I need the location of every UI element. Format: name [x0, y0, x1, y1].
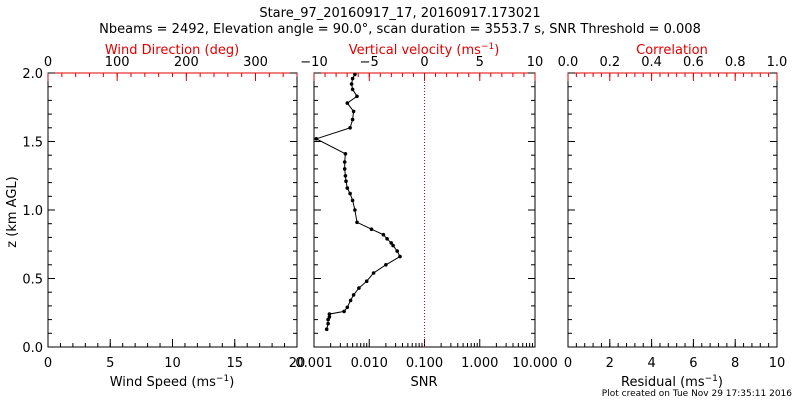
x-tick-label-bottom: 10	[164, 356, 181, 371]
x-tick-label-bottom: 5	[106, 356, 114, 371]
x-tick-label-top: −10	[300, 55, 327, 70]
x-tick-label-top: 10	[527, 55, 544, 70]
title-line-2: Nbeams = 2492, Elevation angle = 90.0°, …	[99, 22, 701, 37]
snr-point	[342, 309, 346, 314]
snr-point	[350, 198, 355, 203]
snr-point	[351, 109, 356, 114]
snr-point	[389, 241, 394, 245]
x-tick-label-top: 1.0	[767, 55, 788, 70]
snr-point	[349, 82, 354, 86]
snr-point	[353, 72, 357, 77]
snr-point	[355, 220, 359, 225]
right-top-label: Correlation	[636, 43, 708, 58]
snr-point	[398, 254, 402, 259]
x-tick-label-top: 0.0	[558, 55, 579, 70]
snr-point	[371, 271, 376, 275]
snr-point	[348, 126, 352, 130]
snr-point	[327, 312, 332, 316]
snr-point	[343, 174, 348, 178]
snr-profile-line	[315, 74, 401, 330]
snr-point	[351, 293, 356, 297]
snr-point	[345, 186, 350, 190]
snr-point	[314, 137, 319, 141]
x-tick-label-bottom: 20	[289, 356, 306, 371]
snr-point	[326, 317, 330, 322]
snr-point	[348, 191, 352, 196]
snr-point	[357, 286, 361, 290]
right-x-label: Residual (ms−1)	[621, 374, 723, 390]
x-tick-label-bottom: 0.010	[351, 356, 388, 371]
snr-point	[381, 232, 386, 237]
y-tick-label: 1.0	[22, 204, 43, 219]
snr-point	[385, 237, 389, 241]
x-tick-label-bottom: 15	[226, 356, 243, 371]
snr-point	[343, 152, 348, 156]
snr-point	[395, 249, 400, 253]
x-tick-label-bottom: 4	[647, 356, 655, 371]
x-tick-label-top: 0	[44, 55, 52, 70]
x-tick-label-bottom: 6	[689, 356, 697, 371]
y-tick-label: 2.0	[22, 67, 43, 82]
x-tick-label-bottom: 0	[44, 356, 52, 371]
x-tick-label-bottom: 2	[606, 356, 614, 371]
middle-top-label: Vertical velocity (ms−1)	[349, 42, 500, 58]
x-tick-label-top: 0.4	[641, 55, 662, 70]
snr-point	[324, 327, 329, 332]
snr-point	[369, 227, 374, 231]
x-tick-label-top: 200	[174, 55, 199, 70]
left-panel-frame	[47, 72, 298, 348]
snr-point	[342, 160, 347, 164]
snr-point	[327, 315, 332, 319]
y-tick-label: 0.0	[22, 341, 43, 356]
snr-point	[350, 117, 355, 122]
snr-point	[345, 101, 350, 105]
plot-footer: Plot created on Tue Nov 29 17:35:11 2016	[602, 389, 792, 399]
x-tick-label-top: 0.6	[683, 55, 704, 70]
snr-point	[353, 208, 357, 212]
snr-point	[384, 263, 388, 267]
left-x-label: Wind Speed (ms−1)	[110, 374, 235, 390]
snr-point	[350, 76, 355, 81]
x-tick-label-top: 5	[476, 55, 484, 70]
x-tick-label-top: 0.2	[599, 55, 620, 70]
mark-layer	[314, 72, 425, 347]
x-tick-label-bottom: 10.000	[512, 356, 558, 371]
snr-point	[364, 279, 369, 284]
x-tick-label-bottom: 10	[769, 356, 786, 371]
snr-point	[342, 167, 347, 171]
snr-point	[348, 298, 353, 303]
y-tick-label: 0.5	[22, 273, 43, 288]
x-tick-label-bottom: 0.100	[406, 356, 443, 371]
snr-point	[350, 87, 355, 92]
x-tick-label-bottom: 0	[564, 356, 572, 371]
x-tick-label-top: −5	[360, 55, 379, 70]
x-tick-label-top: 300	[243, 55, 268, 70]
x-tick-label-bottom: 8	[731, 356, 739, 371]
left-top-label: Wind Direction (deg)	[105, 43, 239, 58]
y-tick-label: 1.5	[22, 136, 43, 151]
snr-point	[344, 179, 348, 183]
x-tick-label-top: 0	[420, 55, 428, 70]
x-tick-label-top: 0.8	[725, 55, 746, 70]
middle-x-label: SNR	[410, 375, 437, 390]
y-axis-label: z (km AGL)	[5, 176, 20, 247]
x-tick-label-bottom: 0.001	[295, 356, 332, 371]
right-panel-frame	[567, 72, 778, 348]
snr-point	[326, 321, 330, 326]
snr-point	[345, 305, 350, 310]
x-tick-label-bottom: 1.000	[461, 356, 498, 371]
x-tick-label-top: 100	[105, 55, 130, 70]
snr-point	[391, 243, 395, 248]
title-line-1: Stare_97_20160917_17, 20160917.173021	[259, 6, 540, 21]
snr-point	[355, 94, 359, 99]
